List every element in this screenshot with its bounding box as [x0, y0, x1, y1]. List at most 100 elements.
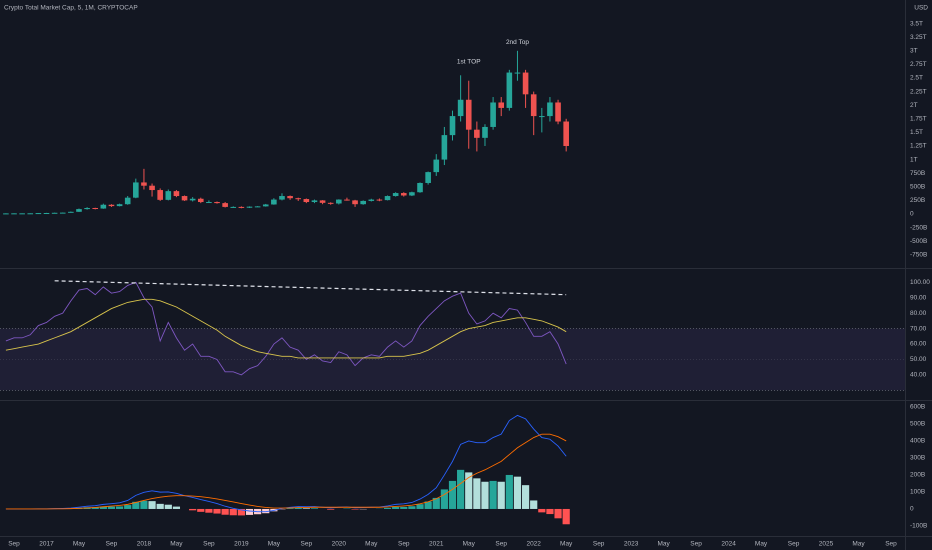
x-tick-label: 2024 — [721, 541, 736, 548]
candle-body — [498, 102, 505, 108]
y-tick-label: 100.00 — [910, 279, 930, 286]
candle-body — [368, 199, 375, 201]
candle-body — [352, 200, 358, 205]
candle-body — [425, 172, 431, 183]
x-tick-label: 2019 — [234, 541, 249, 548]
histogram-bar — [448, 480, 457, 509]
candle-body — [514, 72, 521, 74]
histogram-bar — [91, 507, 99, 509]
y-tick-label: 3T — [910, 48, 918, 55]
candle-body — [441, 135, 448, 160]
candle-body — [157, 190, 163, 200]
histogram-bar — [538, 508, 546, 513]
y-tick-label: 1.25T — [910, 143, 927, 150]
candle-body — [173, 191, 180, 197]
histogram-bar — [383, 507, 392, 509]
y-tick-label: 600B — [910, 404, 925, 411]
histogram-bar — [457, 469, 465, 509]
histogram-bar — [140, 500, 148, 509]
y-tick-label: 250B — [910, 197, 925, 204]
histogram-bar — [115, 506, 124, 509]
histogram-bar — [213, 508, 221, 514]
candle-body — [141, 182, 147, 186]
y-tick-label: -750B — [910, 252, 927, 259]
histogram-bar — [245, 508, 254, 515]
histogram-bar — [400, 506, 408, 509]
histogram-bar — [302, 508, 310, 509]
y-tick-label: 3.5T — [910, 20, 923, 27]
y-tick-label: 1.5T — [910, 129, 923, 136]
x-tick-label: 2020 — [332, 541, 347, 548]
candle-body — [303, 199, 310, 203]
y-tick-label: 300B — [910, 455, 925, 462]
candle-body — [189, 198, 196, 201]
candle-body — [68, 211, 74, 213]
x-tick-label: 2018 — [137, 541, 152, 548]
histogram-bar — [294, 507, 302, 509]
histogram-bar — [562, 508, 570, 525]
histogram-bar — [351, 508, 359, 510]
candle-body — [100, 204, 107, 209]
histogram-bar — [505, 474, 513, 509]
y-tick-label: 0 — [910, 211, 914, 218]
histogram-bar — [408, 506, 416, 509]
y-tick-label: 40.00 — [910, 372, 927, 379]
y-tick-label: 3.25T — [910, 34, 927, 41]
x-tick-label: 2021 — [429, 541, 444, 548]
histogram-bar — [327, 508, 335, 510]
histogram-bar — [156, 503, 164, 509]
histogram-bar — [473, 478, 481, 509]
histogram-bar — [229, 508, 237, 516]
candle-body — [555, 102, 561, 122]
candle-body — [43, 213, 50, 215]
candle-body — [262, 204, 269, 207]
candle-body — [376, 199, 383, 201]
histogram-bar — [107, 506, 116, 509]
candle-body — [384, 196, 391, 201]
candle-body — [336, 199, 342, 204]
histogram-bar — [521, 485, 530, 509]
y-tick-label: 60.00 — [910, 341, 927, 348]
x-tick-label: May — [170, 541, 183, 548]
candle-body — [287, 196, 293, 199]
y-tick-label: 750B — [910, 170, 925, 177]
y-tick-label: 50.00 — [910, 356, 927, 363]
candle-body — [84, 208, 90, 210]
y-tick-label: 0 — [910, 506, 914, 513]
x-tick-label: May — [365, 541, 378, 548]
histogram-bar — [99, 506, 107, 509]
annotation: 2nd Top — [506, 39, 529, 46]
candle-body — [116, 204, 123, 207]
candle-body — [392, 193, 399, 197]
series-line — [5, 281, 567, 376]
candle-body — [214, 202, 220, 204]
x-tick-label: Sep — [106, 541, 118, 548]
histogram-bar — [546, 508, 554, 515]
y-tick-label: 1.75T — [910, 116, 927, 123]
y-tick-label: 80.00 — [910, 310, 927, 317]
candle-body — [327, 202, 334, 204]
y-tick-label: 400B — [910, 438, 925, 445]
candle-body — [35, 213, 42, 215]
histogram-bar — [416, 504, 424, 509]
candle-body — [181, 196, 188, 201]
candle-body — [238, 206, 245, 208]
x-tick-label: May — [73, 541, 86, 548]
candle-body — [530, 94, 537, 117]
histogram-bar — [424, 501, 432, 509]
x-tick-label: May — [268, 541, 281, 548]
x-tick-label: Sep — [495, 541, 507, 548]
candle-body — [246, 206, 253, 208]
y-tick-label: 500B — [910, 184, 925, 191]
histogram-bar — [310, 508, 319, 509]
candle-body — [522, 72, 529, 95]
histogram-bar — [440, 489, 448, 509]
candle-body — [108, 204, 115, 207]
candle-body — [76, 209, 82, 212]
series-line — [5, 433, 567, 510]
candle-body — [417, 182, 423, 193]
y-tick-label: 1T — [910, 156, 918, 163]
y-tick-label: 200B — [910, 472, 925, 479]
